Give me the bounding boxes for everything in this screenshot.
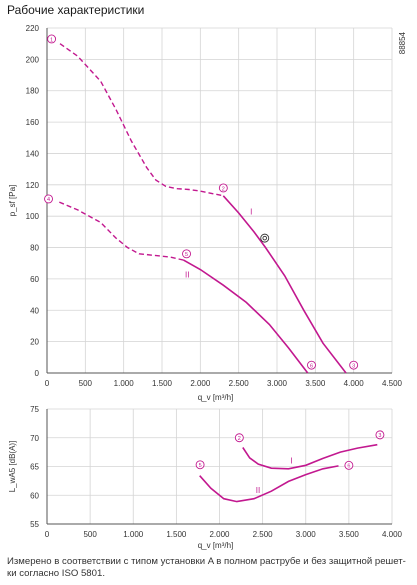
point-marker-circle: [375, 430, 385, 440]
x-tick-label: 2.500: [253, 530, 274, 539]
y-tick-label: 140: [26, 149, 40, 158]
point-marker: 2: [218, 183, 228, 193]
x-tick-label: 500: [83, 530, 97, 539]
x-tick-label: 1.500: [152, 379, 173, 388]
x-tick-label: 0: [45, 379, 50, 388]
y-tick-label: 65: [30, 463, 39, 472]
series-line: [242, 443, 378, 470]
x-tick-label: 1.000: [123, 530, 144, 539]
point-marker-circle: [195, 460, 205, 470]
y-tick-label: 75: [30, 405, 39, 414]
page-title: Рабочие характеристики: [7, 3, 145, 17]
point-marker-circle: [218, 183, 228, 193]
grid: [46, 27, 393, 374]
x-tick-label: 1.000: [114, 379, 135, 388]
point-marker-label: 6: [347, 464, 350, 470]
y-tick-label: 60: [30, 491, 39, 500]
x-tick-label: 4.000: [382, 530, 403, 539]
series-II: II: [199, 465, 339, 503]
grid: [46, 408, 393, 525]
x-axis-label: q_v [m³/h]: [198, 393, 234, 402]
x-tick-label: 500: [79, 379, 93, 388]
y-tick-label: 160: [26, 118, 40, 127]
point-marker: 5: [195, 460, 205, 470]
x-tick-label: 3.000: [267, 379, 288, 388]
series-label: II: [185, 270, 189, 279]
point-marker-label: 6: [310, 363, 313, 369]
y-tick-label: 200: [26, 55, 40, 64]
series-line: [199, 465, 339, 503]
point-marker-label: 3: [352, 363, 355, 369]
x-tick-label: 4.000: [344, 379, 365, 388]
y-axis-label: p_sf [Pa]: [8, 185, 17, 217]
point-marker-label: 5: [185, 252, 188, 258]
series-line: [222, 195, 347, 374]
y-tick-label: 80: [30, 244, 39, 253]
y-tick-label: 40: [30, 306, 39, 315]
y-tick-label: 0: [35, 369, 40, 378]
x-tick-label: 2.500: [229, 379, 250, 388]
pressure-chart: 0 500 1.000 1.500 2.000 2.500 3.000 3.500 4.000 4…: [8, 24, 403, 402]
series-I: I: [59, 43, 347, 374]
series-label: II: [256, 486, 260, 495]
y-tick-label: 180: [26, 87, 40, 96]
point-marker-circle: [307, 360, 316, 370]
y-tick-label: 20: [30, 338, 39, 347]
x-tick-label: 2.000: [190, 379, 211, 388]
x-tick-label: 3.000: [296, 530, 317, 539]
point-marker-circle: [47, 34, 57, 44]
sound-chart: 0 500 1.000 1.500 2.000 2.500 3.000 3.500 4.000 5…: [8, 405, 403, 550]
x-tick-label: 3.500: [305, 379, 326, 388]
performance-charts: 0 500 1.000 1.500 2.000 2.500 3.000 3.500 4.000 4…: [8, 24, 407, 550]
series-label: I: [250, 208, 252, 217]
x-tick-label: 3.500: [339, 530, 360, 539]
x-tick-label: 1.500: [166, 530, 187, 539]
point-marker-label: 4: [47, 197, 50, 203]
point-marker: 1: [47, 34, 57, 44]
point-marker-label: 5: [199, 463, 202, 469]
series-line-dashed: [59, 201, 184, 261]
caption: Измерено в соответствии с типом установк…: [7, 556, 406, 579]
series-I: I: [242, 443, 378, 470]
point-marker: 3: [349, 360, 359, 370]
point-marker: 6: [307, 360, 316, 370]
y-tick-label: 220: [26, 24, 40, 33]
point-marker-circle: [182, 249, 191, 259]
point-marker-label: 2: [238, 436, 241, 442]
x-tick-label: 2.000: [209, 530, 230, 539]
figure-id: 88854: [398, 31, 407, 54]
x-tick-label: 4.500: [382, 379, 403, 388]
point-marker-label: 3: [378, 433, 381, 439]
point-marker: 3: [375, 430, 385, 440]
point-marker-dot: [262, 235, 267, 241]
series-line: [183, 259, 309, 374]
series-label: I: [290, 457, 292, 466]
y-tick-label: 100: [26, 212, 40, 221]
point-marker: 5: [182, 249, 191, 259]
point-marker-circle: [349, 360, 359, 370]
y-tick-label: 70: [30, 434, 39, 443]
point-marker: 4: [44, 194, 53, 204]
series-II: II: [59, 201, 309, 374]
y-tick-label: 60: [30, 275, 39, 284]
y-tick-label: 120: [26, 181, 40, 190]
point-marker-label: 2: [222, 186, 225, 192]
y-tick-label: 55: [30, 520, 39, 529]
point-marker: 2: [234, 433, 244, 443]
point-marker-label: 1: [50, 37, 53, 43]
point-marker: [260, 233, 270, 243]
y-axis-label: L_wA5 [dB(A)]: [8, 441, 17, 493]
point-marker-circle: [260, 233, 270, 243]
series-line-dashed: [59, 43, 224, 197]
point-marker-circle: [234, 433, 244, 443]
point-marker-circle: [44, 194, 53, 204]
point-marker-circle: [344, 460, 354, 470]
x-tick-label: 0: [45, 530, 50, 539]
x-axis-label: q_v [m³/h]: [198, 541, 234, 550]
point-marker: 6: [344, 460, 354, 470]
